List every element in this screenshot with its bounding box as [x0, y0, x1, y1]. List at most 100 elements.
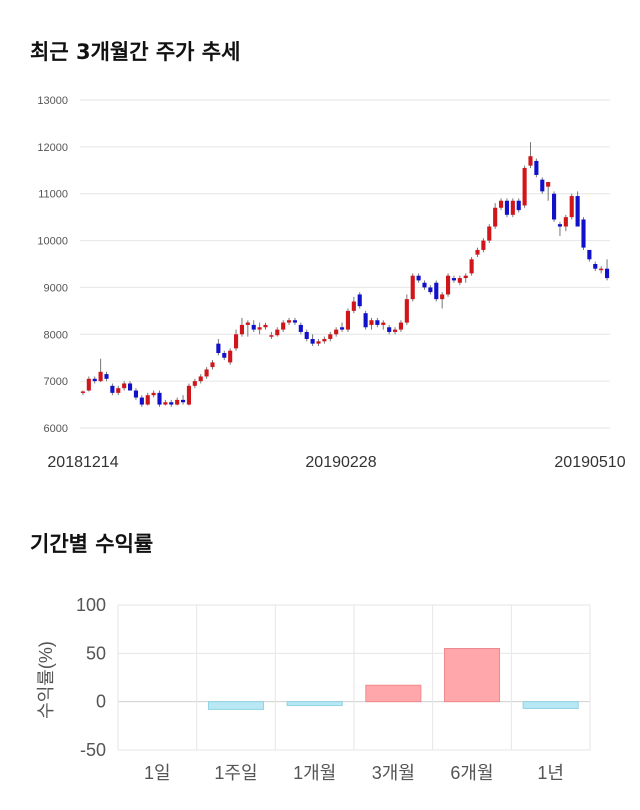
- candle: [434, 280, 439, 302]
- return-bar: [286, 701, 343, 707]
- candle: [510, 198, 515, 218]
- candle-body: [351, 301, 356, 311]
- candle-body: [387, 327, 392, 332]
- price-trend-title: 최근 3개월간 주가 추세: [30, 40, 241, 64]
- candle: [599, 266, 604, 274]
- candle-body: [210, 362, 215, 368]
- candle: [145, 392, 150, 406]
- candle-body: [292, 320, 298, 323]
- candle: [80, 390, 86, 396]
- bar-x-tick-label: 3개월: [372, 763, 415, 783]
- candle-body: [198, 376, 203, 382]
- candle-body: [245, 322, 250, 325]
- candle-body: [369, 320, 374, 325]
- candle-body: [504, 200, 510, 215]
- candle-body: [322, 338, 327, 342]
- candle: [98, 358, 103, 383]
- candle-x-tick-label: 20190510: [554, 454, 625, 471]
- candle: [133, 388, 139, 400]
- candle: [357, 292, 362, 309]
- candle: [116, 385, 121, 396]
- candle-body: [451, 278, 457, 281]
- candle-body: [498, 200, 504, 208]
- candle-body: [298, 324, 303, 332]
- candle-body: [122, 383, 127, 389]
- candle-body: [463, 275, 468, 279]
- candle-body: [228, 350, 233, 363]
- candle-body: [481, 240, 486, 250]
- candle-body: [222, 353, 227, 358]
- candle-body: [328, 334, 333, 339]
- candle-body: [522, 167, 527, 206]
- candle-body: [375, 320, 380, 325]
- candle-body: [334, 329, 339, 335]
- candle: [292, 317, 298, 325]
- candle-body: [92, 378, 97, 382]
- candle: [275, 327, 280, 337]
- candle-body: [186, 385, 192, 405]
- candle: [398, 320, 404, 332]
- candle: [304, 329, 309, 342]
- candle: [534, 158, 539, 178]
- return-bar: [365, 684, 422, 703]
- candle: [504, 198, 510, 218]
- candle: [298, 322, 303, 335]
- bar-y-axis-ticks: -50 0 50 100: [76, 595, 106, 760]
- candle: [339, 322, 345, 332]
- candle: [557, 221, 563, 236]
- candle-body: [175, 399, 180, 405]
- candle-body: [599, 268, 604, 271]
- candle-body: [275, 329, 280, 336]
- bar-y-tick-label: 0: [96, 692, 106, 712]
- candle-body: [316, 341, 321, 344]
- candle-body: [469, 259, 474, 274]
- candle-body: [457, 278, 462, 283]
- candle: [139, 395, 144, 407]
- return-bar: [443, 648, 501, 703]
- candle: [445, 273, 451, 297]
- candle: [92, 376, 97, 384]
- candle-body: [239, 324, 245, 335]
- candle-body: [310, 338, 315, 344]
- candle: [251, 320, 256, 332]
- candle: [169, 399, 174, 407]
- candle: [151, 390, 156, 398]
- candle: [310, 334, 315, 346]
- candle: [516, 198, 521, 213]
- candle: [569, 193, 574, 220]
- candle: [381, 320, 386, 330]
- candle: [469, 256, 474, 276]
- bar-y-tick-label: 50: [86, 643, 106, 663]
- candle: [245, 320, 250, 337]
- return-bar: [207, 701, 265, 710]
- candle-y-tick-label: 6000: [44, 423, 68, 435]
- candle: [163, 399, 168, 406]
- candle-body: [216, 343, 221, 354]
- candle-body: [381, 322, 386, 325]
- candle-body: [169, 402, 174, 405]
- candle: [286, 317, 292, 325]
- candle: [157, 390, 162, 407]
- candle: [416, 273, 421, 283]
- candle-body: [445, 275, 451, 295]
- candle-y-axis-ticks: 6000 7000 8000 9000 10000 11000 12000 13000: [37, 95, 68, 435]
- candle-y-tick-label: 11000: [38, 189, 68, 201]
- candle: [375, 317, 380, 328]
- candle: [475, 247, 480, 257]
- candle: [186, 383, 192, 406]
- candle: [546, 182, 551, 201]
- candle-body: [475, 249, 480, 255]
- candle: [522, 165, 527, 208]
- candle-body: [339, 327, 345, 330]
- candle: [210, 360, 215, 370]
- candle-body: [487, 226, 492, 241]
- candle-body: [604, 268, 610, 279]
- candle-body: [493, 207, 498, 227]
- candle: [198, 374, 203, 384]
- bar-x-tick-label: 1개월: [293, 763, 336, 783]
- candle-body: [416, 275, 421, 281]
- candle: [281, 320, 286, 332]
- candle: [493, 203, 498, 229]
- candle-body: [434, 282, 439, 300]
- candlestick-chart: 6000 7000 8000 9000 10000 11000 12000 13000 201…: [37, 95, 625, 471]
